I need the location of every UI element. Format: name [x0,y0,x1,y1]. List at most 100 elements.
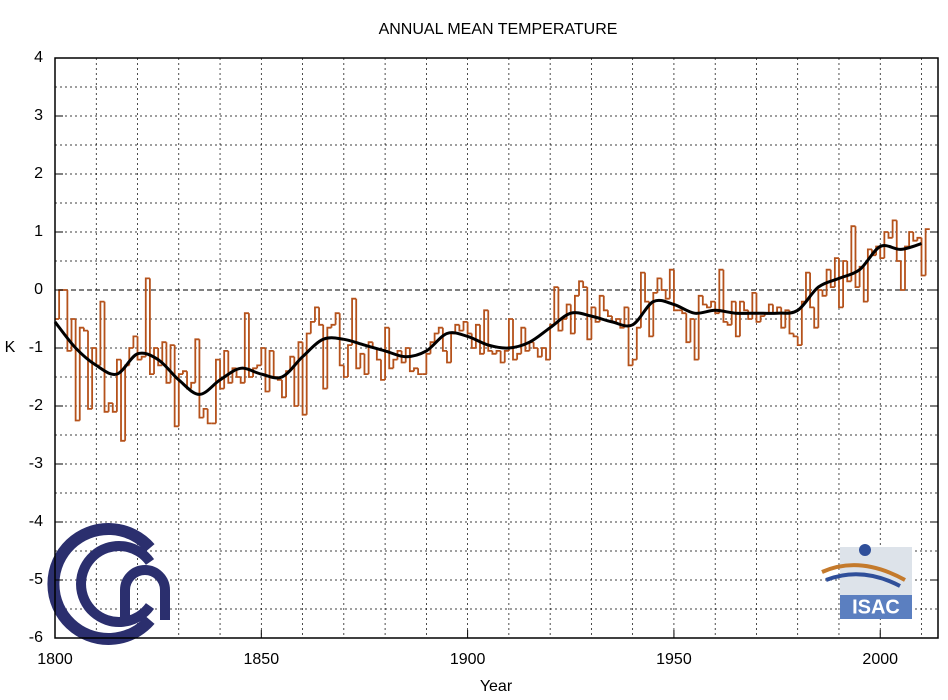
temperature-step [165,342,171,384]
temperature-step [78,326,84,421]
y-tick-label: 3 [34,107,43,124]
temperature-step [623,306,629,328]
temperature-step [726,321,732,326]
temperature-step [264,348,270,393]
temperature-step [767,303,773,314]
temperature-step [755,292,761,323]
temperature-step [540,347,547,357]
temperature-step [305,332,311,415]
temperature-step [891,219,897,238]
temperature-step [648,301,654,338]
temperature-step [908,231,914,247]
x-axis-label: Year [480,678,513,695]
temperature-step [380,359,386,381]
y-tick-label: -6 [29,629,43,646]
temperature-step [243,312,249,383]
temperature-step [103,301,109,413]
temperature-step [899,261,905,291]
y-tick-label: 2 [34,165,43,182]
temperature-step [322,324,328,390]
temperature-step [825,268,831,296]
temperature-step [883,231,889,259]
logo-wave [825,572,901,588]
temperature-step [904,245,910,290]
temperature-step [351,297,357,346]
temperature-step [91,347,97,409]
temperature-step [710,300,716,308]
temperature-step [359,352,365,369]
temperature-step [854,226,860,288]
temperature-step [355,298,361,370]
isac-logo: ISAC [821,544,912,619]
temperature-step [586,287,592,341]
temperature-step [685,313,691,344]
temperature-step [916,236,922,241]
temperature-step [850,225,856,282]
x-tick-label: 2000 [862,651,898,668]
temperature-step [635,326,641,360]
temperature-step [668,268,674,299]
temperature-step [111,403,117,413]
temperature-step [297,341,303,406]
temperature-step [532,342,538,349]
temperature-step [206,408,212,425]
temperature-step [495,350,501,354]
temperature-step [673,269,679,312]
temperature-step [499,350,505,364]
temperature-step [924,228,930,276]
temperature-step [82,327,89,332]
temperature-step [722,269,728,323]
temperature-step [87,330,93,410]
temperature-step [491,350,497,355]
temperature-step [536,348,542,358]
temperature-step [833,257,839,288]
temperature-step [342,365,348,378]
temperature-step [788,310,794,335]
temperature-step [227,350,233,384]
temperature-step [173,345,179,428]
temperature-step [66,290,72,352]
temperature-step [619,319,625,329]
temperature-step [846,261,852,283]
x-tick-label: 1800 [37,651,73,668]
temperature-step [689,318,695,343]
temperature-step [817,289,823,328]
temperature-step [507,318,514,351]
temperature-step [594,307,600,323]
temperature-step [759,315,765,322]
temperature-step [198,339,204,419]
temperature-step [301,342,307,416]
temperature-step [862,266,868,303]
temperature-step [590,306,596,340]
temperature-step [384,326,390,380]
temperature-step [334,312,340,325]
logo-band [840,595,912,619]
temperature-step [631,358,637,366]
temperature-step [462,321,468,331]
temperature-step [784,309,790,328]
temperature-step [338,313,344,367]
temperature-step [458,324,464,332]
temperature-step [190,381,196,389]
logo-arc [120,565,170,620]
temperature-step [140,355,146,360]
temperature-step [429,341,435,354]
temperature-step [838,258,844,309]
temperature-step [375,348,381,361]
y-tick-label: 0 [34,281,43,298]
temperature-step [751,292,757,319]
y-tick-label: -1 [29,339,43,356]
temperature-step [714,301,720,315]
temperature-step [615,318,621,322]
y-tick-label: -4 [29,513,43,530]
temperature-step [602,295,608,312]
temperature-step [202,408,208,418]
temperature-step [231,367,237,383]
temperature-step [557,287,563,332]
temperature-step [115,358,122,412]
temperature-step [829,269,835,288]
temperature-step [503,350,509,363]
temperature-step [309,321,315,334]
temperature-step [792,333,798,338]
